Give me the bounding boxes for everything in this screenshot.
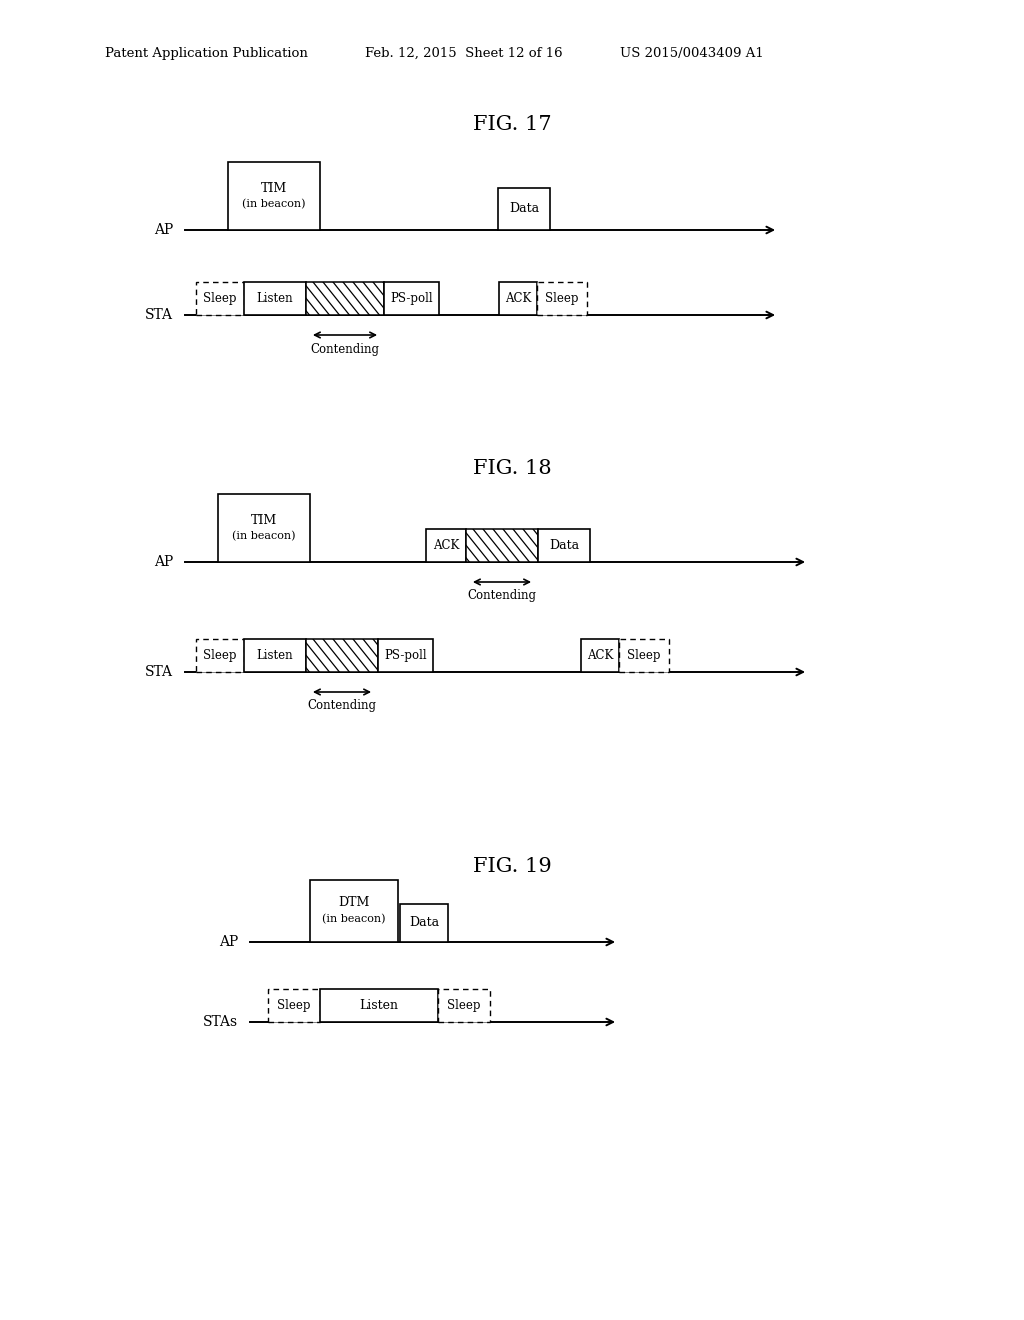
Text: Sleep: Sleep — [628, 649, 660, 663]
Bar — [196, 639, 244, 672]
Text: DTM: DTM — [338, 896, 370, 909]
Text: STAs: STAs — [203, 1015, 238, 1030]
Bar — [378, 639, 433, 672]
Text: Patent Application Publication: Patent Application Publication — [105, 46, 308, 59]
Bar — [581, 639, 618, 672]
Text: AP: AP — [154, 554, 173, 569]
Text: FIG. 19: FIG. 19 — [473, 858, 551, 876]
Text: ACK: ACK — [587, 649, 613, 663]
Text: Listen: Listen — [257, 649, 293, 663]
Bar — [426, 529, 466, 562]
Text: Feb. 12, 2015  Sheet 12 of 16: Feb. 12, 2015 Sheet 12 of 16 — [365, 46, 562, 59]
Text: PS-poll: PS-poll — [390, 292, 433, 305]
Text: STA: STA — [145, 308, 173, 322]
Text: STA: STA — [145, 665, 173, 678]
Text: Sleep: Sleep — [545, 292, 579, 305]
Bar — [268, 989, 319, 1022]
Text: (in beacon): (in beacon) — [232, 531, 296, 541]
Bar — [618, 639, 669, 672]
Bar — [218, 494, 310, 562]
Bar — [319, 989, 438, 1022]
Bar — [306, 282, 384, 315]
Text: Sleep: Sleep — [447, 999, 480, 1012]
Text: FIG. 17: FIG. 17 — [473, 116, 551, 135]
Text: Sleep: Sleep — [278, 999, 310, 1012]
Bar — [466, 529, 538, 562]
Text: AP: AP — [154, 223, 173, 238]
Text: Listen: Listen — [359, 999, 398, 1012]
Text: (in beacon): (in beacon) — [323, 913, 386, 924]
Bar — [538, 529, 590, 562]
Bar — [196, 282, 244, 315]
Text: ACK: ACK — [505, 292, 531, 305]
Bar — [384, 282, 439, 315]
Bar — [498, 187, 550, 230]
Text: ACK: ACK — [433, 539, 459, 552]
Bar — [306, 639, 378, 672]
Bar — [228, 162, 319, 230]
Text: Data: Data — [409, 916, 439, 929]
Text: TIM: TIM — [251, 513, 278, 527]
Bar — [244, 282, 306, 315]
Text: PS-poll: PS-poll — [384, 649, 427, 663]
Text: Contending: Contending — [468, 590, 537, 602]
Bar — [438, 989, 490, 1022]
Bar — [244, 639, 306, 672]
Text: US 2015/0043409 A1: US 2015/0043409 A1 — [620, 46, 764, 59]
Text: Sleep: Sleep — [203, 649, 237, 663]
Text: TIM: TIM — [261, 181, 287, 194]
Bar — [310, 880, 398, 942]
Text: FIG. 18: FIG. 18 — [473, 458, 551, 478]
Text: Data: Data — [549, 539, 579, 552]
Text: Listen: Listen — [257, 292, 293, 305]
Text: Sleep: Sleep — [203, 292, 237, 305]
Text: Contending: Contending — [307, 700, 377, 713]
Text: (in beacon): (in beacon) — [243, 199, 306, 209]
Text: Contending: Contending — [310, 342, 380, 355]
Bar — [400, 904, 449, 942]
Text: AP: AP — [219, 935, 238, 949]
Text: Data: Data — [509, 202, 539, 215]
Bar — [537, 282, 587, 315]
Bar — [499, 282, 537, 315]
